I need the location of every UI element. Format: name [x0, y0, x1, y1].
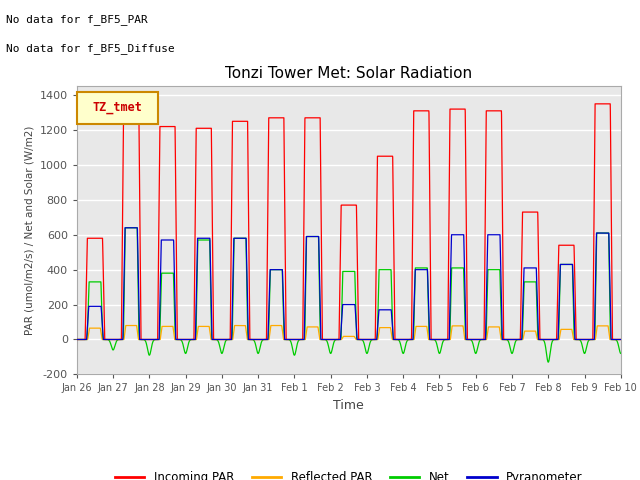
Text: No data for f_BF5_PAR: No data for f_BF5_PAR: [6, 14, 148, 25]
FancyBboxPatch shape: [77, 92, 158, 124]
Legend: Incoming PAR, Reflected PAR, Net, Pyranometer: Incoming PAR, Reflected PAR, Net, Pyrano…: [110, 467, 588, 480]
Text: No data for f_BF5_Diffuse: No data for f_BF5_Diffuse: [6, 43, 175, 54]
Title: Tonzi Tower Met: Solar Radiation: Tonzi Tower Met: Solar Radiation: [225, 66, 472, 81]
Text: TZ_tmet: TZ_tmet: [93, 101, 143, 115]
X-axis label: Time: Time: [333, 399, 364, 412]
Y-axis label: PAR (umol/m2/s) / Net and Solar (W/m2): PAR (umol/m2/s) / Net and Solar (W/m2): [24, 126, 34, 335]
